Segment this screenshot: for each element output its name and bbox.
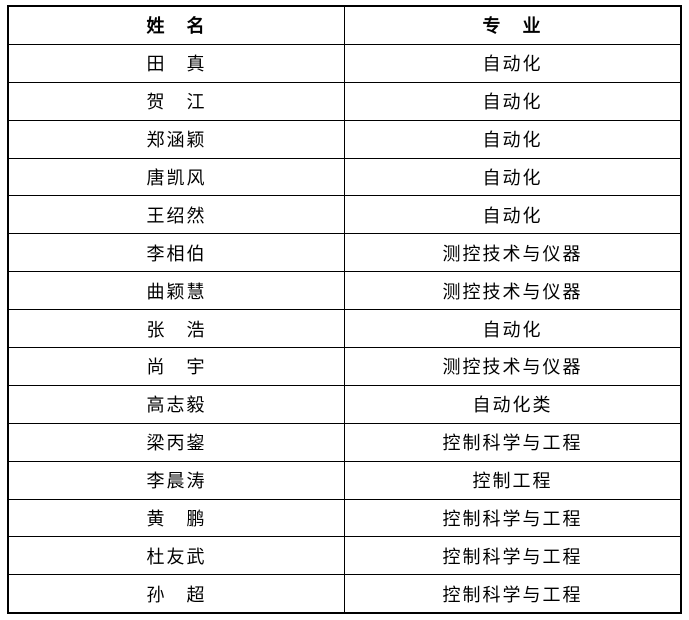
major-cell: 控制科学与工程 <box>344 498 682 538</box>
name-cell: 李相伯 <box>7 233 345 273</box>
table-row: 尚 宇测控技术与仪器 <box>7 347 682 386</box>
major-cell: 自动化 <box>344 157 682 197</box>
table-row: 李晨涛 控制工程 <box>7 460 682 500</box>
table-row: 唐凯风 自动化 <box>7 157 682 197</box>
name-cell: 李晨涛 <box>7 460 345 500</box>
column-header-major: 专 业 <box>344 5 682 45</box>
name-cell: 张 浩 <box>7 309 345 349</box>
name-cell: 贺 江 <box>7 81 345 121</box>
table-row: 梁丙鋆 控制科学与工程 <box>7 422 682 462</box>
student-table-container: 姓 名 专 业 田 真自动化贺 江自动化 郑涵颖 自动化 唐凯风 自动化 王绍然 自动化 李相… <box>7 5 682 615</box>
table-body: 田 真自动化贺 江自动化 郑涵颖 自动化 唐凯风 自动化 王绍然 自动化 李相伯 测控技术与仪器… <box>7 43 682 614</box>
table-row: 田 真自动化 <box>7 43 682 83</box>
column-header-name: 姓 名 <box>7 5 345 45</box>
table-row: 黄 鹏控制科学与工程 <box>7 498 682 538</box>
major-cell: 控制科学与工程 <box>344 536 682 576</box>
name-cell: 梁丙鋆 <box>7 422 345 462</box>
major-cell: 自动化 <box>344 43 682 83</box>
student-major-table: 姓 名 专 业 田 真自动化贺 江自动化 郑涵颖 自动化 唐凯风 自动化 王绍然 自动化 李相… <box>7 5 682 615</box>
name-cell: 孙 超 <box>7 574 345 614</box>
table-row: 郑涵颖 自动化 <box>7 119 682 159</box>
major-cell: 控制工程 <box>344 460 682 500</box>
table-row: 高志毅 自动化类 <box>7 384 682 424</box>
table-row: 张 浩自动化 <box>7 309 682 349</box>
major-cell: 自动化类 <box>344 384 682 424</box>
table-row: 杜友武 控制科学与工程 <box>7 536 682 576</box>
name-cell: 郑涵颖 <box>7 119 345 159</box>
table-row: 曲颖慧 测控技术与仪器 <box>7 271 682 311</box>
header-row: 姓 名 专 业 <box>7 5 682 45</box>
name-cell: 王绍然 <box>7 195 345 235</box>
major-cell: 自动化 <box>344 195 682 235</box>
table-row: 贺 江自动化 <box>7 81 682 121</box>
major-cell: 控制科学与工程 <box>344 422 682 462</box>
name-cell: 高志毅 <box>7 384 345 424</box>
table-row: 孙 超控制科学与工程 <box>7 574 682 614</box>
major-cell: 测控技术与仪器 <box>344 233 682 273</box>
major-cell: 自动化 <box>344 81 682 121</box>
name-cell: 杜友武 <box>7 536 345 576</box>
name-cell: 尚 宇 <box>7 347 345 386</box>
table-row: 王绍然 自动化 <box>7 195 682 235</box>
name-cell: 黄 鹏 <box>7 498 345 538</box>
name-cell: 田 真 <box>7 43 345 83</box>
major-cell: 控制科学与工程 <box>344 574 682 614</box>
major-cell: 测控技术与仪器 <box>344 271 682 311</box>
name-cell: 唐凯风 <box>7 157 345 197</box>
major-cell: 自动化 <box>344 119 682 159</box>
major-cell: 自动化 <box>344 309 682 349</box>
name-cell: 曲颖慧 <box>7 271 345 311</box>
table-row: 李相伯 测控技术与仪器 <box>7 233 682 273</box>
major-cell: 测控技术与仪器 <box>344 347 682 386</box>
